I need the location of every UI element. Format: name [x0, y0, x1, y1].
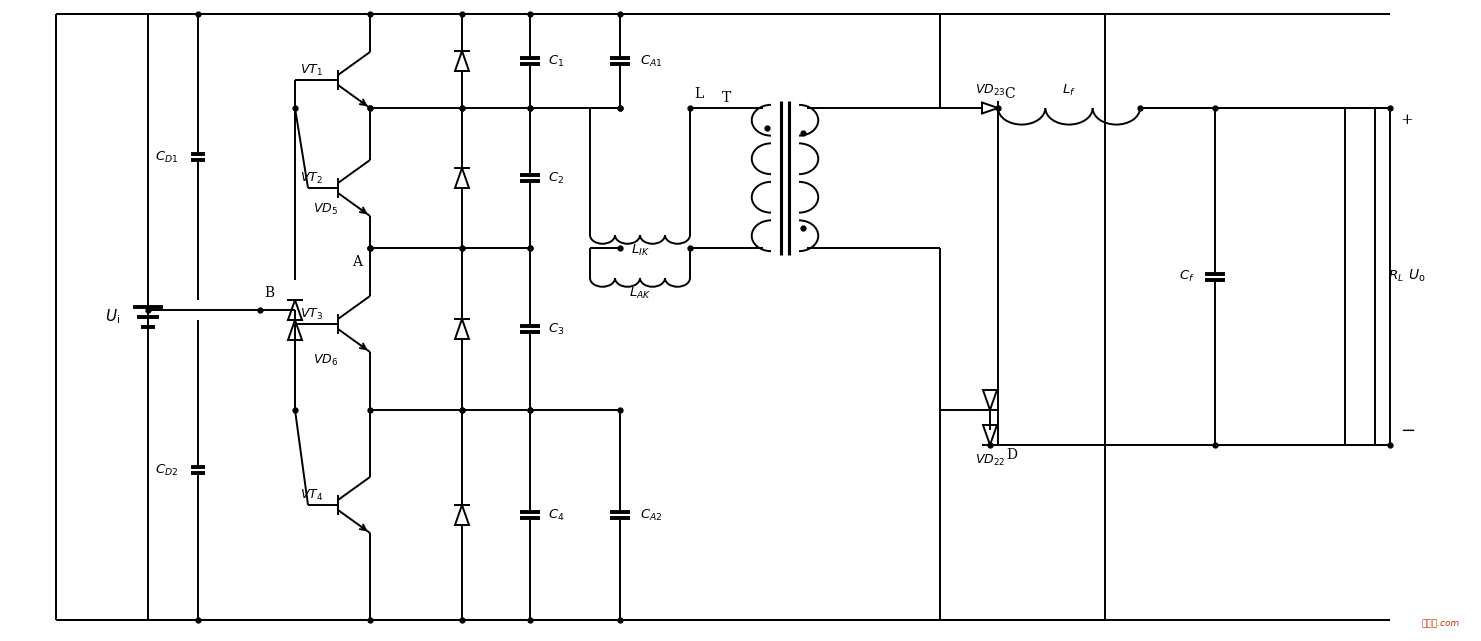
Text: $C_3$: $C_3$ [548, 321, 564, 337]
Text: L: L [695, 87, 703, 101]
Text: $VD_6$: $VD_6$ [312, 353, 338, 367]
Text: $VT_3$: $VT_3$ [301, 306, 323, 322]
Text: $L_{AK}$: $L_{AK}$ [629, 285, 652, 301]
Text: $C_{D1}$: $C_{D1}$ [154, 149, 178, 165]
Text: $VT_1$: $VT_1$ [301, 62, 323, 78]
Text: $C_{A2}$: $C_{A2}$ [640, 508, 662, 522]
Text: $C_1$: $C_1$ [548, 53, 564, 69]
Bar [1345, 108, 1374, 445]
Text: T: T [723, 91, 732, 105]
Text: A: A [352, 255, 361, 269]
Text: $U_\mathrm{o}$: $U_\mathrm{o}$ [1408, 268, 1426, 284]
Text: $VD_{23}$: $VD_{23}$ [974, 83, 1006, 97]
Text: $U_\mathrm{i}$: $U_\mathrm{i}$ [105, 308, 120, 326]
Text: −: − [1400, 422, 1416, 440]
Text: $C_{D2}$: $C_{D2}$ [154, 462, 178, 478]
Text: $L_{IK}$: $L_{IK}$ [631, 242, 649, 258]
Text: $L_f$: $L_f$ [1062, 83, 1075, 97]
Text: D: D [1006, 448, 1017, 462]
Text: $VT_4$: $VT_4$ [299, 487, 323, 503]
Text: $VD_5$: $VD_5$ [312, 201, 338, 217]
Text: $VT_2$: $VT_2$ [301, 171, 323, 185]
Text: +: + [1400, 113, 1413, 127]
Text: B: B [264, 286, 274, 300]
Text: $C_{A1}$: $C_{A1}$ [640, 53, 662, 69]
Text: $R_L$: $R_L$ [1388, 269, 1404, 283]
Text: $VD_{22}$: $VD_{22}$ [974, 453, 1006, 467]
Text: C: C [1004, 87, 1014, 101]
Text: $C_2$: $C_2$ [548, 171, 564, 185]
Text: 接线图.com: 接线图.com [1422, 619, 1460, 628]
Text: $C_4$: $C_4$ [548, 508, 564, 522]
Text: $C_f$: $C_f$ [1179, 269, 1195, 283]
